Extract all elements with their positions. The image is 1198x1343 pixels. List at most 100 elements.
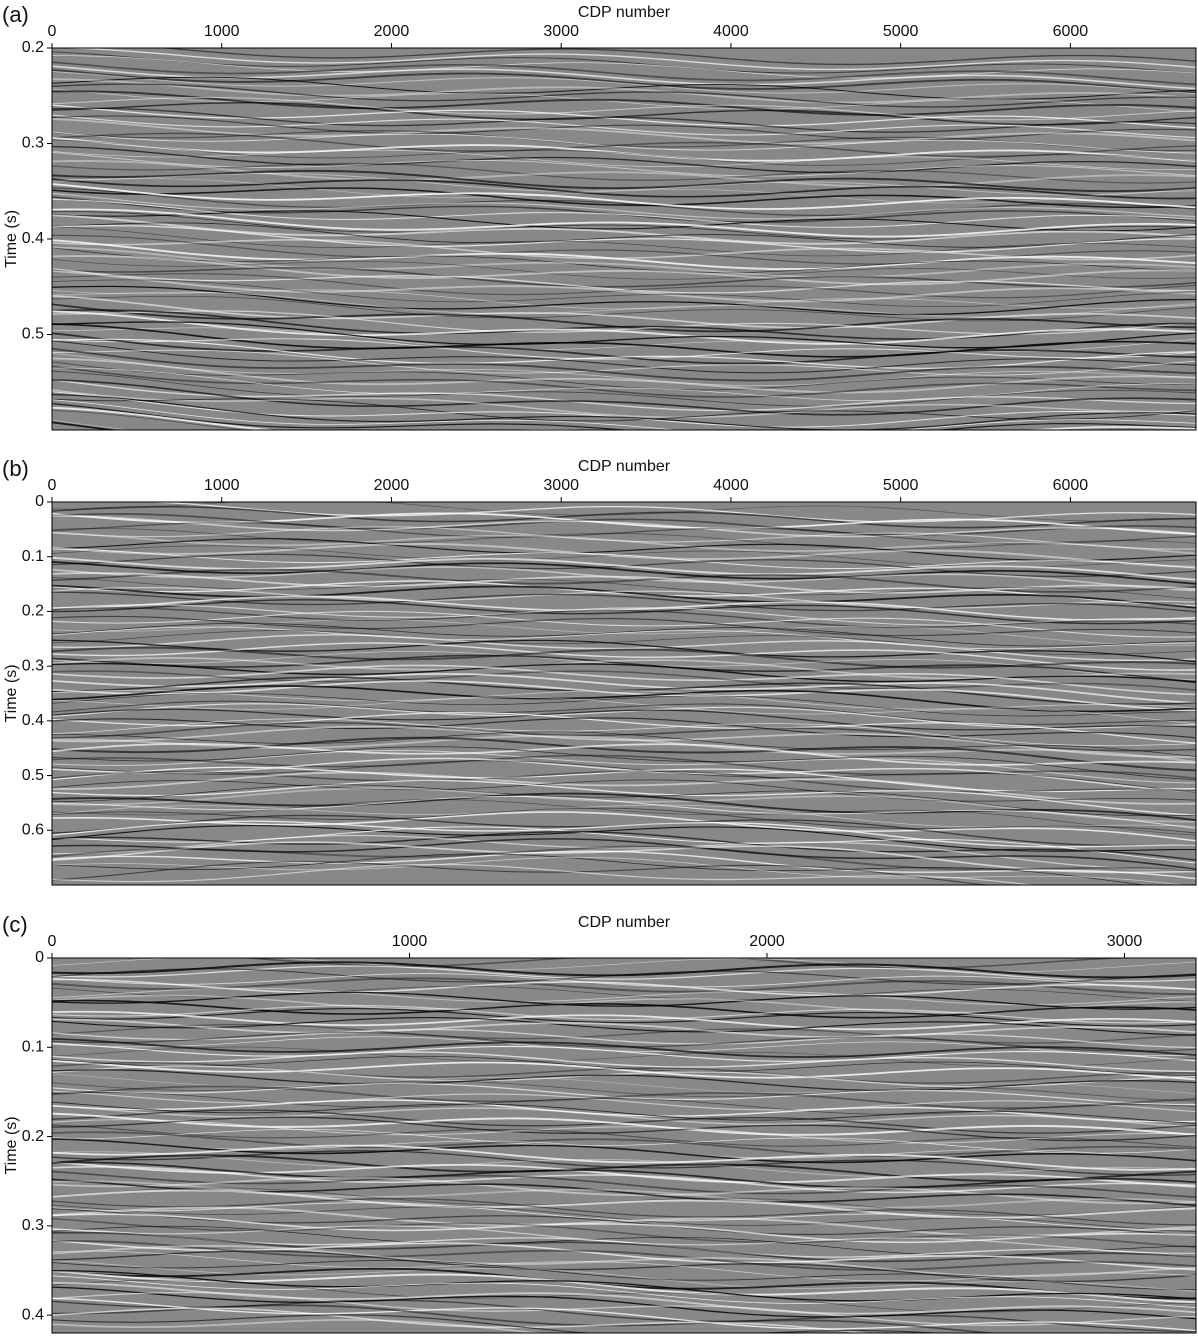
panel-label: (a) bbox=[2, 2, 29, 27]
reflector bbox=[52, 845, 1196, 872]
reflector bbox=[52, 1314, 942, 1333]
reflector bbox=[52, 1286, 1196, 1320]
reflector bbox=[52, 505, 1196, 529]
y-tick-label: 0.2 bbox=[22, 1128, 44, 1145]
reflector bbox=[52, 1225, 1196, 1256]
reflector bbox=[52, 841, 1196, 874]
reflector bbox=[52, 757, 1196, 793]
reflector bbox=[52, 198, 1196, 228]
y-tick-label: 0 bbox=[35, 493, 44, 510]
x-tick-label: 5000 bbox=[883, 477, 919, 494]
reflector bbox=[52, 673, 1196, 704]
reflector bbox=[52, 708, 1196, 731]
y-tick-label: 0.6 bbox=[22, 822, 44, 839]
reflector bbox=[52, 1101, 1196, 1124]
reflector bbox=[52, 365, 1196, 398]
reflector bbox=[52, 379, 1196, 412]
reflector bbox=[52, 357, 1196, 394]
reflector bbox=[52, 131, 1196, 154]
x-tick-label: 0 bbox=[48, 477, 57, 494]
reflector bbox=[52, 642, 1196, 671]
reflector bbox=[52, 162, 1196, 184]
y-tick-label: 0 bbox=[35, 949, 44, 966]
reflector bbox=[52, 820, 1196, 848]
reflector bbox=[52, 273, 1196, 299]
x-tick-label: 5000 bbox=[883, 23, 919, 40]
reflectors bbox=[52, 502, 1196, 885]
reflector bbox=[52, 811, 1196, 842]
reflector bbox=[52, 434, 1198, 458]
reflector bbox=[52, 83, 1196, 108]
reflector bbox=[52, 211, 1196, 240]
reflector bbox=[52, 178, 1196, 204]
reflector bbox=[52, 246, 1196, 279]
reflector bbox=[52, 804, 1196, 828]
y-axis-title: Time (s) bbox=[3, 1116, 20, 1174]
reflector bbox=[52, 1275, 1196, 1309]
reflector bbox=[52, 1083, 1196, 1106]
reflector bbox=[52, 1189, 1196, 1219]
reflector bbox=[52, 689, 1196, 710]
reflector bbox=[52, 1042, 1196, 1062]
y-tick-label: 0.4 bbox=[22, 230, 44, 247]
reflector bbox=[52, 512, 1196, 535]
y-tick-label: 0.4 bbox=[22, 712, 44, 729]
x-axis-title: CDP number bbox=[578, 4, 671, 21]
reflector bbox=[52, 1051, 1196, 1073]
reflector bbox=[52, 90, 1196, 116]
reflector bbox=[52, 1124, 1196, 1148]
reflector bbox=[52, 1010, 1196, 1031]
reflector bbox=[52, 389, 1196, 419]
x-tick-label: 1000 bbox=[204, 477, 240, 494]
reflector bbox=[239, 958, 1196, 969]
reflector bbox=[52, 210, 1196, 232]
reflector bbox=[52, 958, 1196, 973]
y-tick-label: 0.4 bbox=[22, 1306, 44, 1323]
reflector bbox=[52, 825, 1196, 852]
reflector bbox=[52, 746, 1196, 781]
reflector bbox=[52, 102, 1196, 126]
reflector bbox=[52, 96, 1196, 121]
reflector bbox=[52, 1092, 1196, 1115]
reflector bbox=[52, 863, 1037, 885]
reflector bbox=[52, 531, 1196, 555]
reflector bbox=[52, 1239, 1196, 1271]
y-tick-label: 0.2 bbox=[22, 603, 44, 620]
reflector bbox=[52, 717, 1196, 739]
reflector bbox=[52, 309, 1196, 340]
reflector bbox=[52, 1231, 1196, 1263]
reflector bbox=[52, 610, 1196, 638]
reflector bbox=[52, 1202, 1196, 1230]
x-tick-label: 2000 bbox=[374, 477, 410, 494]
plot-frame bbox=[51, 957, 1197, 1334]
reflector bbox=[52, 55, 1196, 79]
reflector bbox=[52, 1017, 1196, 1036]
reflector bbox=[52, 1046, 1196, 1068]
reflector bbox=[52, 151, 1196, 177]
reflector bbox=[52, 973, 1196, 990]
reflectors bbox=[52, 958, 1196, 1333]
reflector bbox=[52, 48, 1196, 71]
reflector bbox=[52, 834, 1196, 871]
reflector bbox=[52, 289, 1196, 310]
reflector bbox=[52, 861, 992, 885]
reflector bbox=[52, 515, 1196, 538]
reflector bbox=[52, 1180, 1196, 1209]
x-tick-label: 3000 bbox=[543, 23, 579, 40]
reflector bbox=[52, 1260, 1196, 1291]
reflector bbox=[52, 403, 1196, 430]
reflector bbox=[52, 543, 1196, 568]
reflector bbox=[52, 115, 1196, 141]
y-tick-label: 0.5 bbox=[22, 326, 44, 343]
reflector bbox=[52, 548, 1196, 570]
reflector bbox=[52, 187, 1196, 209]
reflector bbox=[52, 393, 1196, 430]
reflector bbox=[52, 1297, 1196, 1332]
plot-frame bbox=[51, 501, 1197, 886]
reflector bbox=[52, 618, 1196, 646]
reflector bbox=[52, 1166, 1196, 1194]
reflector bbox=[52, 1239, 1196, 1271]
reflector bbox=[52, 630, 1196, 655]
reflector bbox=[52, 1151, 1196, 1177]
reflector bbox=[52, 760, 1196, 793]
